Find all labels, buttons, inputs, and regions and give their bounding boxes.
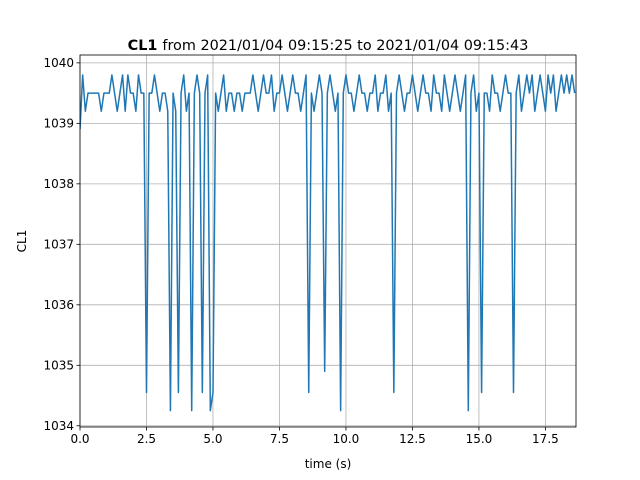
y-tick-label: 1036 xyxy=(43,298,74,312)
y-tick-label: 1038 xyxy=(43,177,74,191)
x-axis-label: time (s) xyxy=(305,457,352,471)
x-tick-label: 2.5 xyxy=(137,432,156,446)
y-tick-label: 1035 xyxy=(43,358,74,372)
y-tick-label: 1040 xyxy=(43,56,74,70)
data-line xyxy=(80,74,576,412)
y-tick-label: 1034 xyxy=(43,419,74,433)
x-tick-label: 17.5 xyxy=(532,432,559,446)
title-text: from 2021/01/04 09:15:25 to 2021/01/04 0… xyxy=(162,38,528,54)
y-axis-label: CL1 xyxy=(15,230,29,253)
y-tick-label: 1037 xyxy=(43,237,74,251)
title-name: CL1 xyxy=(128,38,158,54)
plot-frame xyxy=(79,54,577,428)
x-tick-label: 7.5 xyxy=(270,432,289,446)
x-tick-label: 12.5 xyxy=(399,432,426,446)
x-tick-label: 5.0 xyxy=(203,432,222,446)
x-tick-label: 15.0 xyxy=(466,432,493,446)
x-tick-label: 10.0 xyxy=(333,432,360,446)
y-tick-label: 1039 xyxy=(43,116,74,130)
chart-title: CL1 from 2021/01/04 09:15:25 to 2021/01/0… xyxy=(128,38,529,54)
x-tick-label: 0.0 xyxy=(70,432,89,446)
